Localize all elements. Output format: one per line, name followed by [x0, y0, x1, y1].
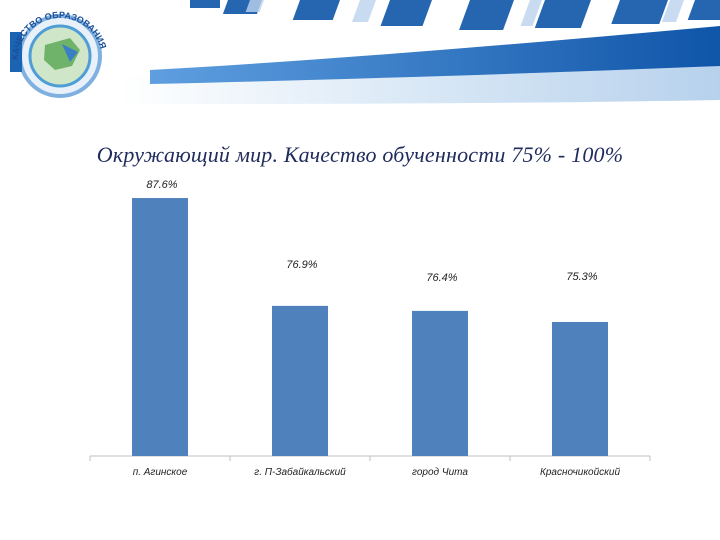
bar-3 — [412, 310, 468, 456]
logo-emblem: КАЧЕСТВО ОБРАЗОВАНИЯ — [10, 10, 108, 98]
bar-4 — [552, 321, 608, 456]
chart-title: Окружающий мир. Качество обученности 75%… — [96, 142, 624, 167]
bar-chart: 87.6% п. Агинское 76.9% г. П-Забайкальский 7… — [89, 179, 651, 478]
bar-1 — [132, 198, 188, 456]
data-label-2: 76.9% — [286, 259, 317, 271]
data-label-4: 75.3% — [566, 271, 597, 283]
category-label-1: п. Агинское — [133, 467, 188, 478]
category-label-3: город Чита — [412, 467, 468, 478]
data-label-3: 76.4% — [426, 272, 457, 284]
category-label-4: Красночикойский — [540, 467, 620, 478]
header-banner — [120, 0, 720, 104]
bar-2 — [272, 305, 328, 456]
category-label-2: г. П-Забайкальский — [254, 466, 346, 478]
slide-header: КАЧЕСТВО ОБРАЗОВАНИЯ — [0, 0, 720, 110]
data-label-1: 87.6% — [146, 179, 177, 191]
